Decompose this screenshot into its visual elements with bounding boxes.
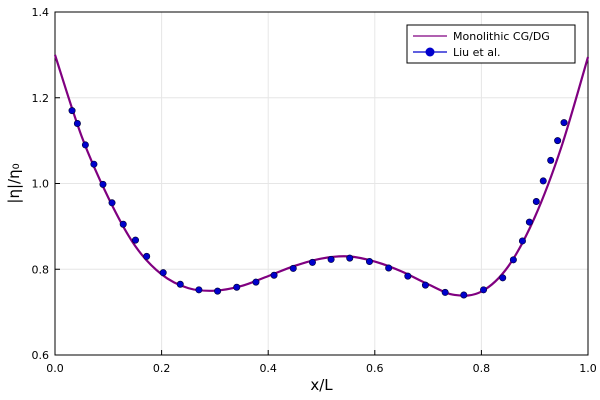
axis-ticks: 0.0 0.2 0.4 0.6 0.8 1.0 0.6 0.8 1.0 1.2 1.4 [32,6,597,375]
liu-point-15 [270,271,278,279]
liu-point-27 [499,274,507,282]
x-tick-label-2: 0.4 [259,362,277,375]
legend-label-monolithic: Monolithic CG/DG [453,30,550,43]
x-tick-label-0: 0.0 [46,362,64,375]
x-tick-label-3: 0.6 [366,362,384,375]
liu-point-6 [119,220,127,228]
legend-label-liu: Liu et al. [453,46,501,59]
liu-point-19 [346,254,354,262]
liu-point-11 [195,286,203,294]
liu-point-25 [460,291,468,299]
y-tick-label-2: 1.0 [32,178,50,191]
liu-point-10 [176,280,184,288]
liu-point-34 [554,137,562,145]
liu-point-3 [90,160,98,168]
x-tick-label-5: 1.0 [579,362,597,375]
y-tick-label-4: 1.4 [32,6,50,19]
liu-point-1 [73,119,81,127]
x-tick-label-4: 0.8 [473,362,491,375]
liu-point-33 [547,156,555,164]
liu-point-14 [252,278,260,286]
liu-point-7 [131,236,139,244]
liu-point-4 [99,180,107,188]
x-axis-label: x/L [310,376,333,394]
legend-marker-liu [425,47,435,57]
y-axis-label: |η|/η₀ [5,163,23,203]
series-line-monolithic [53,54,590,297]
y-tick-label-1: 0.8 [32,263,50,276]
liu-point-29 [518,237,526,245]
liu-point-12 [214,287,222,295]
liu-point-17 [308,258,316,266]
liu-point-22 [404,272,412,280]
liu-point-0 [68,107,76,115]
liu-point-16 [289,264,297,272]
liu-point-21 [385,264,393,272]
y-tick-label-0: 0.6 [32,349,50,362]
liu-point-30 [525,218,533,226]
legend-box [406,24,576,64]
liu-point-31 [532,198,540,206]
y-tick-label-3: 1.2 [32,92,50,105]
liu-point-35 [560,119,568,127]
liu-point-24 [441,288,449,296]
x-tick-label-1: 0.2 [153,362,171,375]
liu-point-5 [108,199,116,207]
liu-point-2 [81,141,89,149]
legend: Monolithic CG/DG Liu et al. [406,24,576,64]
liu-point-32 [539,177,547,185]
liu-point-13 [233,283,241,291]
series-layer [53,54,590,299]
liu-point-28 [509,256,517,264]
liu-point-26 [480,286,488,294]
liu-point-8 [143,252,151,260]
liu-point-23 [421,281,429,289]
liu-point-18 [327,255,335,263]
liu-point-20 [365,258,373,266]
liu-point-9 [159,269,167,277]
